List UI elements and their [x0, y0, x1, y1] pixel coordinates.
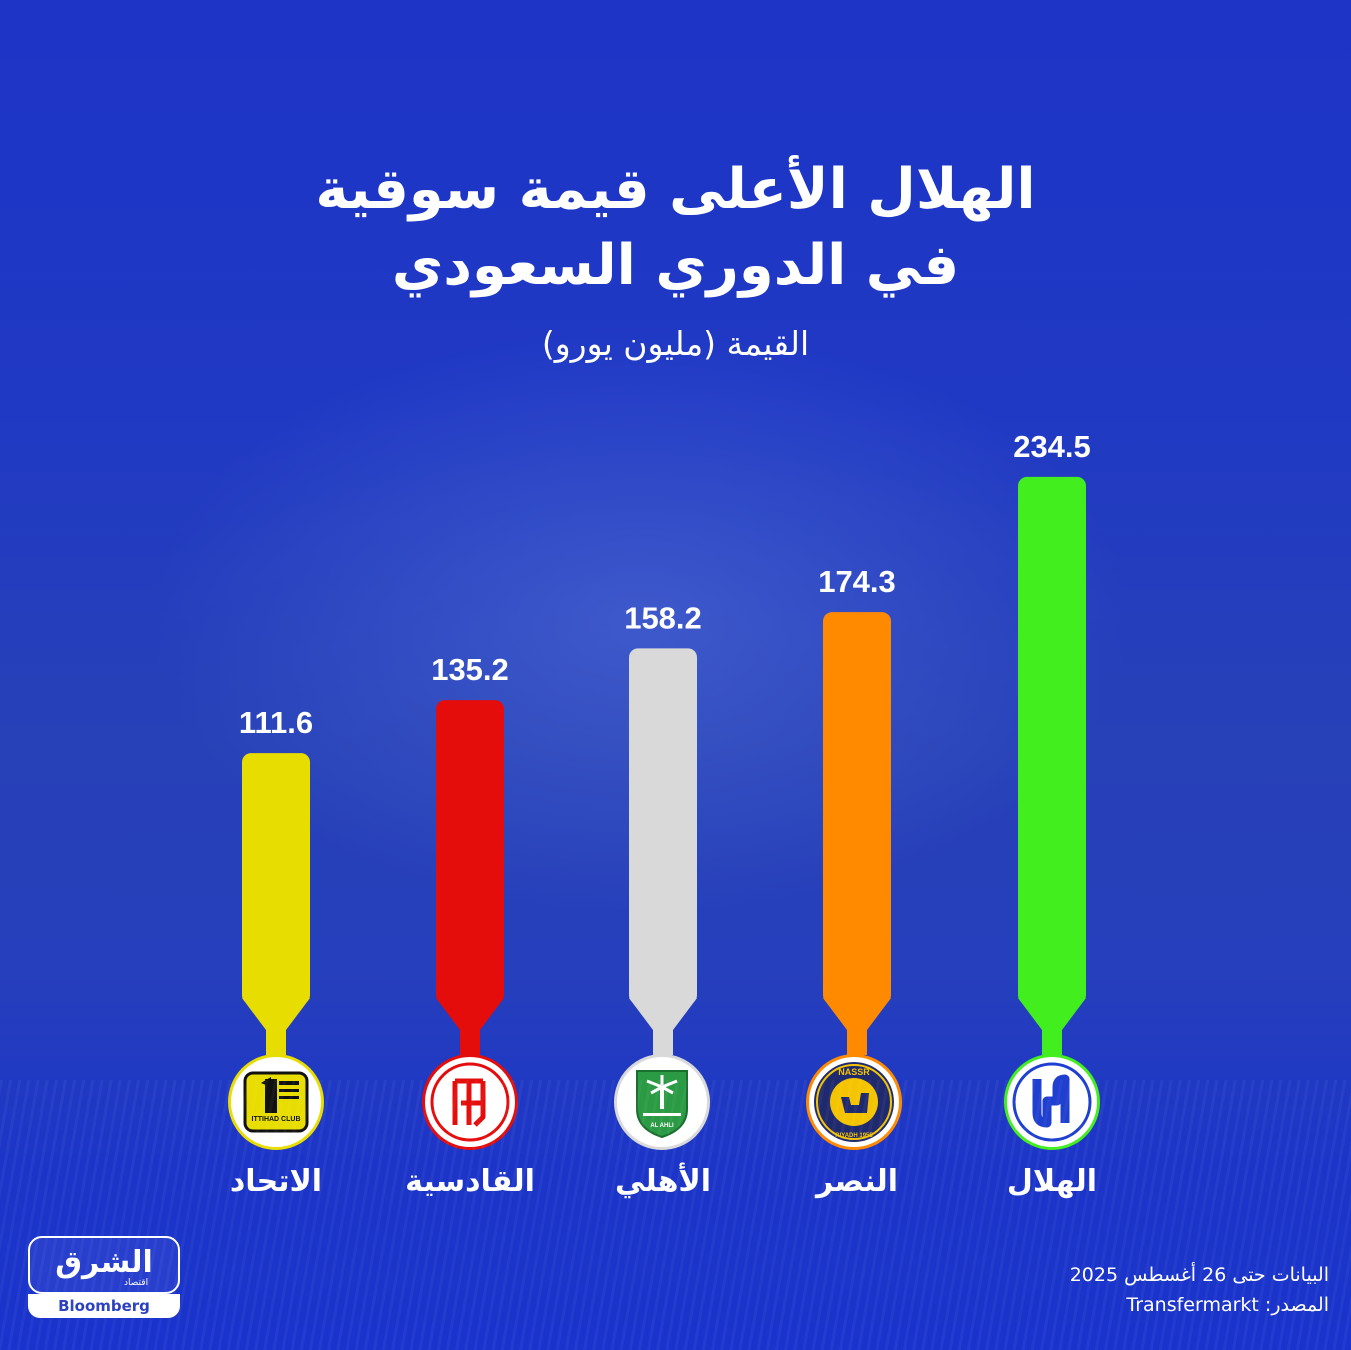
bar-pointer-hilal: [1018, 998, 1086, 1030]
date-note: البيانات حتى 26 أغسطس 2025: [1069, 1264, 1329, 1286]
logo-bottom-strip: [28, 1294, 180, 1318]
value-label-hilal: 234.5: [1013, 429, 1091, 464]
bar-pointer-nassr: [823, 998, 891, 1030]
logo-iqtisad-text: اقتصاد: [124, 1278, 149, 1288]
value-label-nassr: 174.3: [818, 564, 896, 599]
bar-nassr: [823, 612, 891, 1004]
team-name-hilal: الهلال: [1006, 1164, 1098, 1199]
team-name-qadsiah: القادسية: [405, 1164, 535, 1199]
logo-bloomberg-text: Bloomberg: [58, 1297, 150, 1315]
team-name-ahli: الأهلي: [614, 1164, 712, 1199]
bar-stem-ittihad: [266, 1029, 286, 1055]
team-name-nassr: النصر: [815, 1164, 899, 1199]
bar-qadsiah: [436, 700, 504, 1004]
title-line-2: في الدوري السعودي: [391, 233, 960, 298]
ittihad-badge-text: ITTIHAD CLUB: [252, 1116, 301, 1123]
nassr-badge-top-text: NASSR: [838, 1067, 870, 1077]
bar-stem-nassr: [847, 1029, 867, 1055]
bar-ittihad: [242, 753, 310, 1004]
bar-pointer-ittihad: [242, 998, 310, 1030]
logo-asharq-text: الشرق: [55, 1245, 153, 1280]
bar-stem-qadsiah: [460, 1029, 480, 1055]
value-label-ittihad: 111.6: [239, 705, 313, 740]
title-line-1: الهلال الأعلى قيمة سوقية: [315, 157, 1036, 222]
bar-stem-hilal: [1042, 1029, 1062, 1055]
bar-hilal: [1018, 476, 1086, 1004]
chart-subtitle: القيمة (مليون يورو): [541, 324, 810, 363]
bar-ahli: [629, 648, 697, 1004]
ahli-badge-icon: AL AHLI: [614, 1054, 710, 1150]
ahli-badge-text: AL AHLI: [650, 1123, 674, 1129]
bar-pointer-ahli: [629, 998, 697, 1030]
bar-stem-ahli: [653, 1029, 673, 1055]
source-note: المصدر: Transfermarkt: [1126, 1294, 1329, 1316]
value-label-ahli: 158.2: [624, 600, 702, 635]
logo-frame: [28, 1236, 180, 1294]
bar-pointer-qadsiah: [436, 998, 504, 1030]
ittihad-badge-icon: ITTIHAD CLUB: [228, 1054, 324, 1150]
value-label-qadsiah: 135.2: [431, 652, 509, 687]
team-name-ittihad: الاتحاد: [229, 1164, 323, 1199]
hilal-badge-icon: [1004, 1054, 1100, 1150]
nassr-badge-bottom-text: RIYADH 1955: [835, 1133, 873, 1139]
qadsiah-badge-icon: [422, 1054, 518, 1150]
nassr-badge-icon: NASSR RIYADH 1955: [806, 1054, 902, 1150]
logo-partner-text: مع: [64, 1288, 73, 1297]
asharq-bloomberg-logo: الشرق اقتصاد مع Bloomberg: [28, 1236, 180, 1318]
